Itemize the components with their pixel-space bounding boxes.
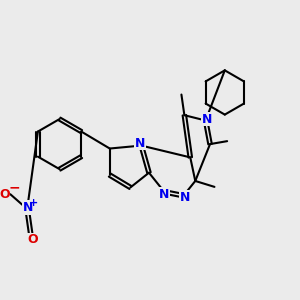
Text: O: O xyxy=(28,233,38,247)
Text: +: + xyxy=(29,197,38,208)
Text: N: N xyxy=(159,188,169,201)
Text: −: − xyxy=(9,181,21,195)
Text: N: N xyxy=(23,201,33,214)
Text: N: N xyxy=(202,112,212,125)
Text: N: N xyxy=(135,137,145,150)
Text: O: O xyxy=(0,188,10,201)
Text: N: N xyxy=(180,191,190,204)
